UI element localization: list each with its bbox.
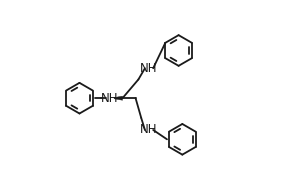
Text: NH: NH: [101, 92, 119, 105]
Text: NH: NH: [140, 62, 158, 75]
Polygon shape: [114, 96, 122, 100]
Text: NH: NH: [140, 123, 158, 137]
